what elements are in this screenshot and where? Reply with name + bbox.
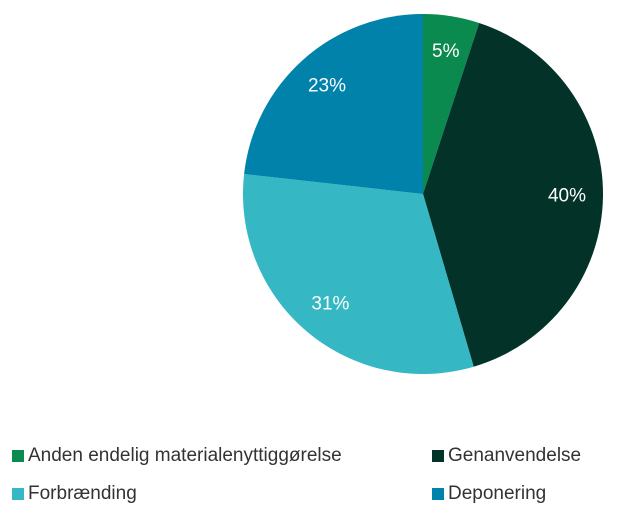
pie-slice <box>242 174 474 374</box>
pie-slice <box>423 14 480 194</box>
data-label: 40% <box>548 185 586 206</box>
data-label: 23% <box>308 76 346 97</box>
data-label: 5% <box>432 41 460 62</box>
legend-label: Deponering <box>448 483 546 504</box>
legend-swatch <box>432 450 444 462</box>
pie-slice <box>423 22 604 367</box>
legend-swatch <box>12 450 24 462</box>
legend-label: Forbrænding <box>28 483 137 504</box>
data-label: 31% <box>311 293 349 314</box>
legend-swatch <box>12 488 24 500</box>
pie-slice <box>244 14 423 194</box>
legend-swatch <box>432 488 444 500</box>
legend-label: Genanvendelse <box>448 445 581 466</box>
legend-label: Anden endelig materialenyttiggørelse <box>28 445 342 466</box>
